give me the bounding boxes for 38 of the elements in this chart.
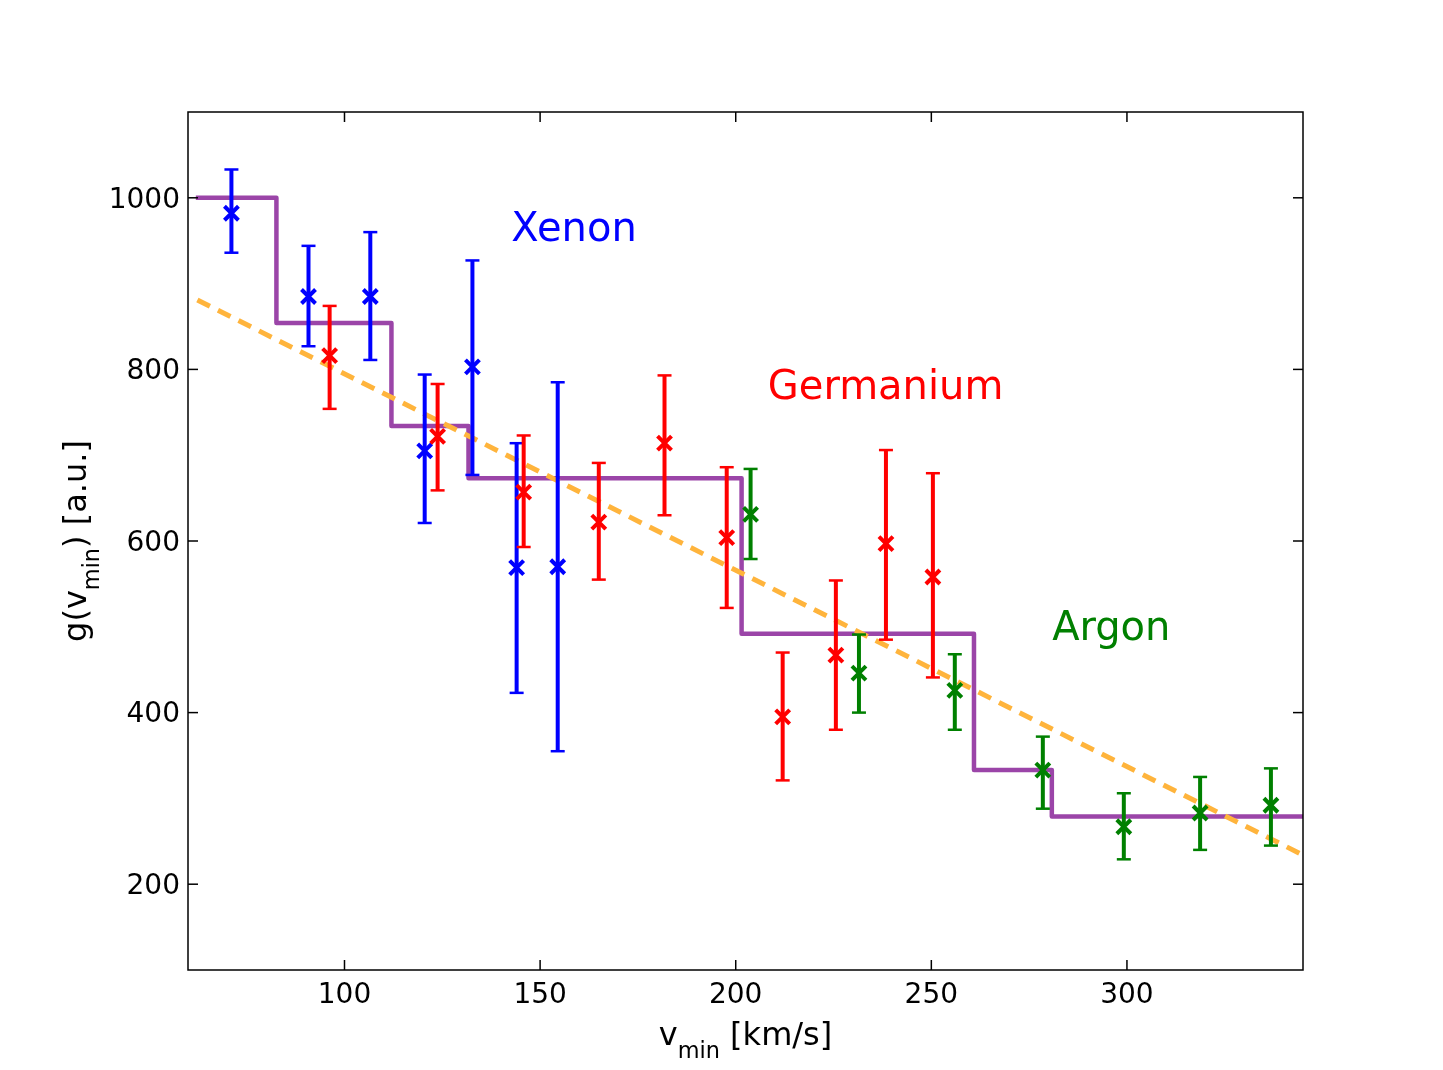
point (945, 681, 964, 700)
point (773, 707, 792, 726)
point (320, 346, 339, 365)
y-tick-label: 200 (126, 868, 180, 901)
point (717, 528, 736, 547)
point (1261, 796, 1280, 815)
y-tick-label: 1000 (108, 181, 180, 215)
text: Germanium (767, 362, 1004, 409)
x-tick-label: 250 (904, 977, 959, 1010)
point (299, 287, 318, 306)
y-tick-label: 800 (126, 353, 180, 387)
point (548, 557, 567, 576)
point (741, 505, 760, 524)
x-tick-label: 100 (317, 977, 372, 1010)
point (923, 568, 942, 587)
point (361, 287, 380, 306)
x-axis-title: v$_{min}$ [km/s] (658, 1015, 833, 1063)
point (222, 204, 241, 223)
point (463, 357, 482, 376)
point (849, 664, 868, 683)
y-tick-label: 600 (126, 524, 180, 558)
point (514, 483, 533, 502)
x-tick-label: 200 (708, 977, 763, 1010)
point (655, 434, 674, 453)
point (507, 558, 526, 577)
point (1191, 803, 1210, 822)
text: Xenon (511, 203, 637, 250)
point (826, 646, 845, 665)
text: Argon (1052, 602, 1171, 649)
x-tick-label: 300 (1100, 977, 1154, 1010)
point (428, 427, 447, 446)
point (415, 441, 434, 460)
y-tick-label: 400 (126, 696, 180, 730)
point (1033, 761, 1052, 780)
point (1114, 817, 1133, 836)
x-tick-label: 150 (513, 977, 567, 1010)
point (589, 513, 608, 532)
point (876, 534, 895, 553)
